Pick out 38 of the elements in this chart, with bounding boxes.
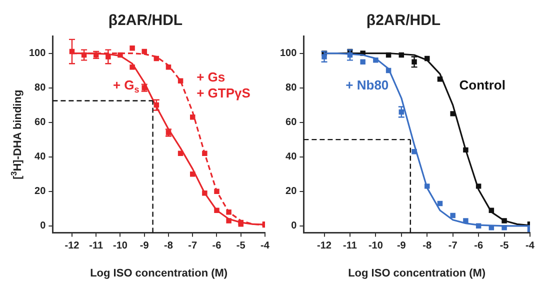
y-tick-label: 0 — [40, 220, 46, 232]
x-tick-label: -8 — [164, 240, 174, 252]
y-tick-label: 100 — [28, 48, 46, 60]
y-axis-title: [3H]-DHA binding — [9, 90, 24, 180]
x-tick-label: -7 — [448, 240, 458, 252]
x-tick-label: -10 — [113, 240, 128, 252]
y-tick-label: 60 — [34, 117, 46, 128]
x-tick-label: -10 — [368, 240, 384, 252]
x-tick-label: -5 — [236, 240, 246, 252]
series-label: Control — [459, 78, 506, 93]
y-tick-label: 80 — [286, 82, 298, 94]
y-tick-label: 20 — [286, 186, 298, 198]
x-tick-label: -6 — [474, 240, 484, 252]
x-tick-label: -12 — [317, 240, 332, 252]
x-tick-label: -4 — [526, 240, 535, 252]
x-tick-label: -9 — [396, 240, 406, 252]
y-tick-label: 100 — [280, 48, 298, 60]
series-label: + Nb80 — [346, 78, 389, 93]
x-tick-label: -4 — [260, 240, 270, 252]
y-tick-label: 40 — [286, 152, 298, 163]
x-tick-label: -5 — [500, 240, 510, 252]
x-axis-title: Log ISO concentration (M) — [90, 267, 228, 280]
y-tick-label: 80 — [34, 82, 46, 94]
x-tick-label: -11 — [89, 240, 104, 252]
x-tick-label: -12 — [64, 240, 80, 252]
chart-title: β2AR/HDL — [108, 12, 183, 30]
chart-title: β2AR/HDL — [366, 12, 441, 30]
y-tick-label: 20 — [34, 186, 46, 198]
x-tick-label: -6 — [212, 240, 222, 252]
x-tick-label: -11 — [343, 240, 358, 252]
y-tick-label: 40 — [34, 152, 46, 163]
y-tick-label: 0 — [291, 220, 298, 232]
x-tick-label: -7 — [188, 240, 198, 252]
x-axis-title: Log ISO concentration (M) — [348, 267, 486, 280]
series-label: + Gs + GTPγS — [196, 70, 251, 101]
y-tick-label: 60 — [286, 117, 298, 128]
x-tick-label: -9 — [140, 240, 150, 252]
x-tick-label: -8 — [422, 240, 432, 252]
